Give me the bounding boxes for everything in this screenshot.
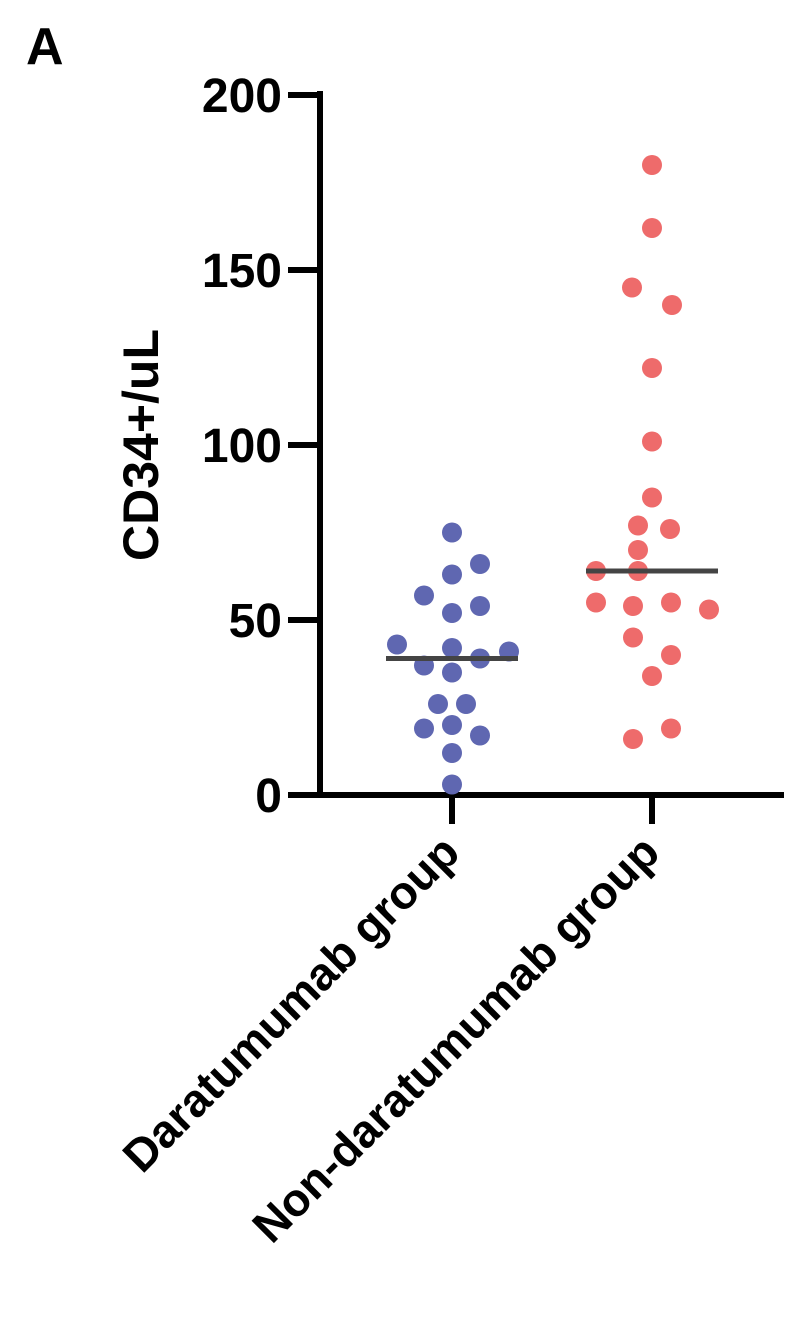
data-point xyxy=(442,662,462,683)
data-point xyxy=(623,627,643,648)
data-point xyxy=(442,743,462,763)
data-point xyxy=(660,519,680,539)
y-tick-label: 200 xyxy=(202,70,282,123)
data-point xyxy=(661,718,681,739)
data-point xyxy=(642,431,662,452)
data-point xyxy=(623,596,643,616)
data-point xyxy=(442,564,462,585)
data-point xyxy=(628,515,648,536)
data-point xyxy=(628,540,648,560)
axes: 0 50 100 150 200 Daratumumab groupNon-daratum… xyxy=(112,70,784,1252)
data-point xyxy=(586,592,606,613)
data-point xyxy=(642,666,662,686)
data-point xyxy=(622,277,642,298)
data-point xyxy=(414,718,434,739)
data-point xyxy=(642,358,662,378)
data-point xyxy=(661,645,681,665)
data-point xyxy=(661,592,681,613)
median-lines xyxy=(386,568,718,661)
data-points xyxy=(387,155,719,795)
data-point xyxy=(414,585,434,606)
data-point xyxy=(470,596,490,616)
data-point xyxy=(642,155,662,175)
panel-label: A xyxy=(26,18,64,76)
data-point xyxy=(442,522,462,543)
data-point xyxy=(623,729,643,749)
x-tick-label: Non-daratumumab group xyxy=(242,825,669,1252)
data-point xyxy=(642,218,662,238)
y-tick-label: 100 xyxy=(202,420,282,473)
y-axis-title: CD34+/uL xyxy=(113,329,169,561)
data-point xyxy=(442,774,462,795)
y-tick-label: 0 xyxy=(255,770,282,823)
y-tick-label: 50 xyxy=(229,595,282,648)
data-point xyxy=(428,694,448,714)
x-tick-label: Daratumumab group xyxy=(112,825,469,1182)
data-point xyxy=(470,554,490,574)
data-point xyxy=(456,694,476,714)
data-point xyxy=(662,295,682,315)
data-point xyxy=(642,487,662,508)
data-point xyxy=(470,725,490,746)
y-tick-label: 150 xyxy=(202,245,282,298)
data-point xyxy=(387,634,407,655)
data-point xyxy=(699,599,719,620)
data-point xyxy=(442,715,462,735)
data-point xyxy=(442,638,462,658)
data-point xyxy=(442,603,462,623)
